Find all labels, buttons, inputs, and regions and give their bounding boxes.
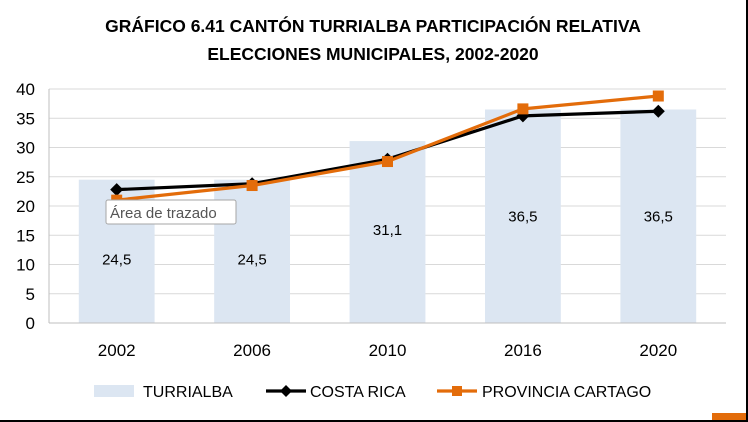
data-labels: 24,5 24,5 31,1 36,5 36,5 (102, 208, 673, 268)
point-marker (382, 156, 393, 168)
y-tick-label: 30 (16, 139, 35, 158)
x-tick-label: 2006 (233, 341, 271, 360)
legend-label: TURRIALBA (143, 384, 233, 401)
x-tick-label: 2010 (369, 341, 407, 360)
y-tick-label: 25 (16, 168, 35, 187)
y-tick-label: 20 (16, 197, 35, 216)
y-tick-label: 40 (16, 80, 35, 99)
legend-label: PROVINCIA CARTAGO (482, 384, 651, 401)
bar (484, 109, 561, 323)
y-tick-label: 0 (26, 314, 35, 333)
axes: 0 5 10 15 20 25 30 35 40 2002 2006 2010 2016 2020 (16, 80, 726, 360)
bar-data-label: 36,5 (508, 208, 537, 225)
y-tick-label: 5 (26, 285, 35, 304)
bar-data-label: 24,5 (102, 252, 131, 269)
y-tick-label: 35 (16, 109, 35, 128)
plot-area-tooltip: Área de trazado (105, 199, 237, 225)
point-marker (651, 104, 665, 118)
y-tick-label: 15 (16, 226, 35, 245)
point-marker (246, 180, 258, 192)
bar-data-label: 36,5 (644, 208, 673, 225)
legend-label: COSTA RICA (310, 384, 406, 401)
legend: TURRIALBA COSTA RICA PROVINCIA CARTAGO (94, 384, 746, 420)
point-marker (110, 183, 124, 197)
bar (620, 109, 697, 323)
x-tick-label: 2002 (98, 341, 136, 360)
chart-title-line2: ELECCIONES MUNICIPALES, 2002-2020 (207, 44, 539, 64)
x-tick-label: 2020 (639, 341, 677, 360)
legend-swatch-bar (94, 385, 134, 397)
tooltip-box (105, 199, 237, 225)
bar-data-label: 31,1 (373, 222, 402, 239)
tooltip-text: Área de trazado (110, 205, 217, 222)
bar-data-label: 24,5 (237, 252, 266, 269)
y-tick-label: 10 (16, 256, 35, 275)
chart-title-line1: GRÁFICO 6.41 CANTÓN TURRIALBA PARTICIPAC… (105, 15, 641, 36)
legend-marker (280, 385, 292, 397)
corner-handle (712, 413, 746, 420)
legend-marker (452, 386, 462, 396)
point-marker (517, 103, 529, 115)
point-marker (652, 90, 664, 102)
bar (349, 141, 426, 323)
x-tick-label: 2016 (504, 341, 542, 360)
